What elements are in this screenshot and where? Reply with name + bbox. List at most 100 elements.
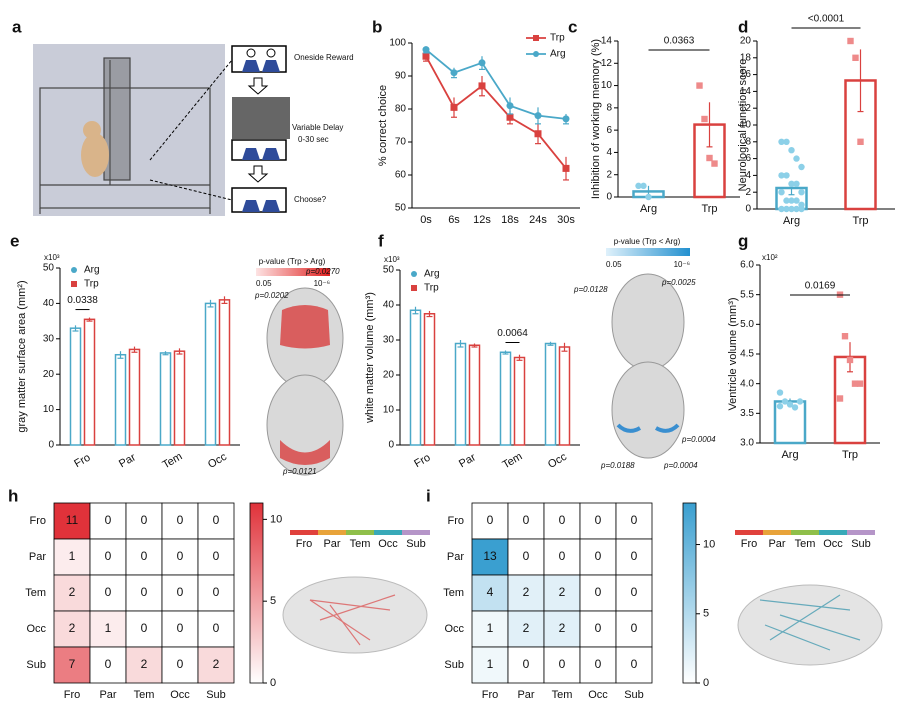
panel-label: c <box>568 17 577 36</box>
heat-cell <box>615 646 653 684</box>
y-tick-label: 90 <box>395 71 407 82</box>
colorbar <box>249 502 264 684</box>
cell-label: 4 <box>487 585 494 599</box>
colorbar-label: 10 <box>703 538 715 550</box>
point <box>847 37 854 45</box>
region-swatch <box>290 530 318 535</box>
x-tick-label: Tem <box>500 451 524 472</box>
cell-label: 0 <box>595 585 602 599</box>
column-label: Par <box>517 689 534 701</box>
bar <box>218 299 231 446</box>
y-tick-label: 20 <box>740 36 752 47</box>
cell-label: 0 <box>141 549 148 563</box>
scale-max: 10⁻⁶ <box>674 260 690 269</box>
heat-cell <box>53 646 91 684</box>
cell-label: 0 <box>177 621 184 635</box>
scale-min: 0.05 <box>256 279 272 288</box>
point <box>793 180 800 187</box>
region-swatch <box>318 530 346 535</box>
scale-title: p-value (Trp < Arg) <box>614 237 681 246</box>
y-tick-label: 0 <box>388 440 394 451</box>
x-tick-label: Tem <box>160 451 184 472</box>
point <box>788 147 795 154</box>
y-tick-label: 4.5 <box>740 349 754 360</box>
y-tick-label: 6.0 <box>740 260 754 271</box>
x-tick-label: 30s <box>557 214 575 226</box>
point <box>562 115 570 123</box>
row-label: Sub <box>26 659 46 671</box>
y-tick-label: 5.5 <box>740 289 754 300</box>
point <box>798 189 805 196</box>
y-tick-label: 20 <box>43 369 55 380</box>
bar <box>173 350 186 446</box>
point <box>851 380 859 387</box>
point <box>856 380 864 387</box>
heat-cell <box>161 610 199 648</box>
region-swatch <box>346 530 374 535</box>
cell-label: 2 <box>523 621 530 635</box>
heat-cell <box>543 538 581 576</box>
heat-cell <box>507 502 545 540</box>
column-label: Tem <box>134 689 155 701</box>
y-tick-label: 70 <box>395 137 407 148</box>
cell-label: 1 <box>487 657 494 671</box>
row-label: Par <box>29 551 46 563</box>
x-tick-label: Trp <box>701 203 717 215</box>
cell-label: 1 <box>487 621 494 635</box>
point <box>793 155 800 162</box>
y-tick-label: 0 <box>606 192 612 203</box>
cage-background <box>33 44 225 216</box>
cell-label: 0 <box>177 513 184 527</box>
x-tick-label: Trp <box>842 449 858 461</box>
y-axis-title: white matter volume (mm³) <box>364 292 376 424</box>
y-tick-label: 0 <box>48 440 54 451</box>
p-label: p=0.0121 <box>282 467 317 476</box>
cell-label: 0 <box>523 513 530 527</box>
cell-label: 0 <box>595 513 602 527</box>
panel-a: a Oneside Reward Variable Delay 0-30 sec… <box>12 17 354 216</box>
point <box>793 205 800 213</box>
column-label: Tem <box>552 689 573 701</box>
y-unit: x10³ <box>44 253 60 262</box>
cell-label: 0 <box>213 549 220 563</box>
point <box>836 395 844 402</box>
cell-label: 1 <box>105 621 112 635</box>
x-tick-label: Trp <box>852 215 868 227</box>
y-unit: x10² <box>762 253 778 262</box>
bar <box>544 342 557 446</box>
cell-label: 2 <box>523 585 530 599</box>
column-label: Occ <box>588 689 608 701</box>
cell-label: 0 <box>141 621 148 635</box>
x-tick-label: Fro <box>412 452 432 471</box>
point <box>783 205 790 213</box>
cell-label: 0 <box>631 549 638 563</box>
point <box>640 182 647 190</box>
cell-label: 0 <box>105 585 112 599</box>
legend-label: Arg <box>550 49 566 60</box>
bar <box>114 353 127 446</box>
cell-label: 2 <box>213 657 220 671</box>
y-tick-label: 4 <box>606 147 612 158</box>
y-tick-label: 5.0 <box>740 319 754 330</box>
y-tick-label: 10 <box>601 80 613 91</box>
step-text: Oneside Reward <box>294 53 354 62</box>
point <box>796 398 804 405</box>
region-label: Occ <box>378 538 398 550</box>
column-label: Occ <box>170 689 190 701</box>
heat-cell <box>471 538 509 576</box>
point <box>645 193 652 201</box>
colorbar-label: 10 <box>270 513 282 525</box>
annotation: 0.0338 <box>67 295 98 306</box>
legend-label: Arg <box>424 269 440 280</box>
heat-cell <box>615 538 653 576</box>
heat-cell <box>89 538 127 576</box>
bar <box>409 309 422 446</box>
cell-label: 0 <box>595 657 602 671</box>
point <box>776 403 784 410</box>
point <box>786 401 794 408</box>
y-tick-label: 12 <box>601 58 613 69</box>
x-tick-label: Occ <box>206 451 229 471</box>
annotation: 0.0169 <box>805 281 836 292</box>
heat-cell <box>197 610 235 648</box>
